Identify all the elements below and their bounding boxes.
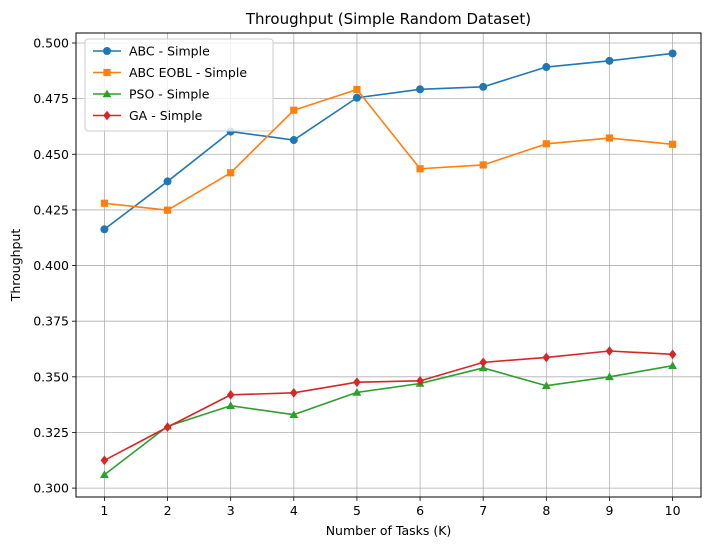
series-layer [100, 49, 677, 479]
series-abc-eobl-simple [100, 85, 677, 214]
legend-marker [103, 68, 111, 77]
data-point [416, 165, 424, 173]
data-point [605, 56, 614, 65]
grid [76, 33, 701, 497]
y-tick-label: 0.425 [33, 202, 69, 217]
ticks: 1 2 3 4 5 6 7 8 9 10 0.300 0.325 0.350 0.375 0.400 0.42… [33, 36, 680, 518]
x-tick-label: 6 [416, 503, 424, 518]
legend-label: GA - Simple [129, 108, 203, 123]
series-abc-simple [100, 49, 677, 234]
data-point [479, 82, 488, 91]
series-line [104, 350, 673, 461]
data-point [289, 388, 298, 398]
data-point [478, 363, 488, 372]
y-tick-label: 0.500 [33, 36, 69, 51]
legend-label: PSO - Simple [129, 87, 210, 102]
x-axis-label: Number of Tasks (K) [326, 523, 452, 538]
x-tick-label: 5 [353, 503, 361, 518]
legend-item: ABC EOBL - Simple [93, 65, 247, 80]
legend-marker [102, 89, 112, 98]
plot-frame [75, 32, 702, 498]
data-point [352, 388, 362, 396]
data-point [163, 422, 172, 432]
data-point [289, 410, 299, 418]
chart-title: Throughput (Simple Random Dataset) [245, 10, 531, 28]
legend-item: ABC - Simple [93, 44, 210, 59]
legend-label: ABC EOBL - Simple [129, 65, 247, 80]
data-point [416, 376, 424, 386]
data-point [668, 140, 677, 148]
data-point [353, 85, 361, 94]
y-tick-label: 0.450 [33, 147, 69, 162]
x-tick-label: 1 [100, 503, 108, 518]
series-ga-simple [100, 346, 677, 466]
y-tick-label: 0.350 [33, 369, 69, 384]
data-point [542, 352, 551, 363]
legend-marker [103, 47, 111, 55]
data-point [226, 390, 235, 400]
data-point [163, 206, 172, 214]
legend-item: GA - Simple [93, 108, 203, 123]
legend: ABC - Simple ABC EOBL - Simple PSO - Simpl… [84, 38, 274, 132]
data-point [100, 225, 109, 234]
x-tick-label: 3 [227, 503, 235, 518]
x-tick-label: 2 [164, 503, 172, 518]
data-point [226, 401, 236, 410]
data-point [542, 140, 550, 148]
data-point [668, 349, 677, 360]
data-point [100, 199, 109, 207]
legend-item: PSO - Simple [93, 87, 210, 102]
y-tick-label: 0.300 [33, 481, 69, 496]
data-point [352, 93, 361, 102]
data-point [353, 377, 361, 387]
data-point [479, 357, 488, 368]
data-point [668, 49, 677, 58]
data-point [541, 381, 551, 390]
data-point [227, 169, 235, 177]
data-point [542, 63, 551, 72]
x-tick-label: 4 [290, 503, 298, 518]
data-point [163, 177, 172, 186]
legend-label: ABC - Simple [129, 44, 210, 59]
series-pso-simple [100, 361, 677, 479]
series-line [103, 52, 673, 230]
data-point [100, 470, 109, 479]
data-point [605, 372, 614, 381]
y-tick-label: 0.375 [33, 314, 69, 329]
x-tick-label: 8 [542, 503, 550, 518]
y-tick-label: 0.325 [33, 425, 69, 440]
x-tick-label: 9 [605, 503, 613, 518]
x-tick-label: 10 [665, 503, 681, 518]
legend-box [84, 38, 274, 132]
x-tick-label: 7 [479, 503, 487, 518]
legend-marker [103, 110, 111, 121]
data-point [416, 85, 425, 94]
data-point [668, 361, 677, 370]
data-point [605, 134, 614, 142]
data-point [290, 106, 298, 114]
data-point [479, 161, 487, 169]
data-point [605, 346, 614, 356]
y-axis-label: Throughput [8, 229, 23, 303]
y-tick-label: 0.475 [33, 91, 69, 106]
data-point [289, 136, 298, 145]
y-tick-label: 0.400 [33, 258, 69, 273]
data-point [100, 455, 109, 466]
series-line [104, 88, 673, 211]
series-line [103, 364, 673, 476]
